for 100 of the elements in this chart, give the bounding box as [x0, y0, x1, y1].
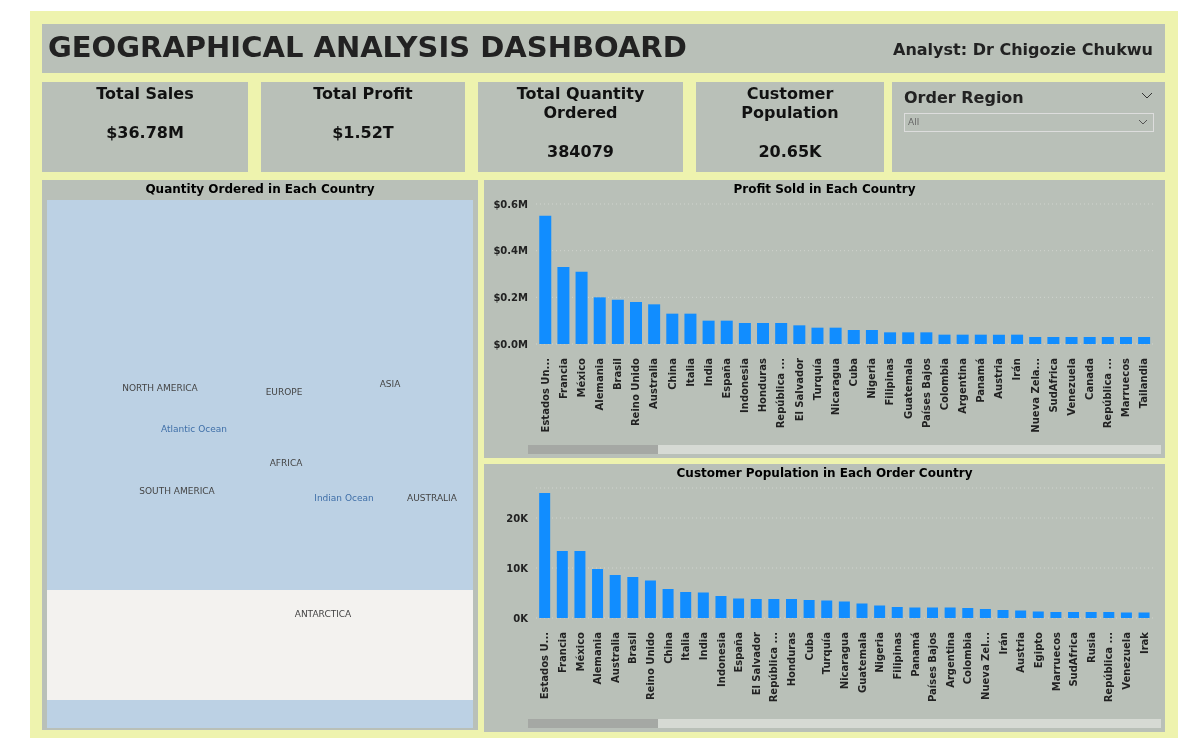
- x-tick-label: México: [575, 357, 587, 398]
- bar: [920, 332, 933, 344]
- x-tick-label: Guatemala: [902, 358, 914, 419]
- bar: [1120, 612, 1132, 618]
- bar: [648, 304, 661, 344]
- x-tick-label: Argentina: [956, 358, 968, 414]
- x-tick-label: Cuba: [803, 632, 815, 661]
- x-tick-label: Cuba: [848, 358, 860, 387]
- bar: [775, 323, 788, 344]
- x-tick-label: Australia: [648, 358, 660, 409]
- chart-title: Customer Population in Each Order Country: [675, 465, 974, 480]
- bar: [1101, 337, 1114, 344]
- x-tick-label: Egipto: [1032, 631, 1044, 669]
- y-tick-label: $0.2M: [493, 291, 529, 303]
- bar: [997, 610, 1009, 618]
- bar: [757, 323, 770, 344]
- x-tick-label: India: [697, 632, 709, 661]
- bar: [891, 607, 903, 618]
- x-tick-label: India: [702, 358, 714, 387]
- x-tick-label: Colombia: [962, 632, 974, 685]
- x-tick-label: Italia: [684, 358, 696, 387]
- x-tick-label: República ...: [1103, 632, 1115, 703]
- bar: [902, 332, 915, 344]
- bar: [702, 320, 715, 344]
- x-tick-label: México: [574, 631, 586, 672]
- x-tick-label: Nueva Zela...: [1029, 358, 1041, 433]
- x-tick-label: Irán: [1011, 358, 1023, 381]
- bar: [593, 297, 606, 344]
- text: Total Sales: [95, 83, 195, 103]
- x-tick-label: Irán: [997, 632, 1009, 655]
- x-tick-label: Alemania: [594, 358, 606, 411]
- x-tick-label: Austria: [993, 358, 1005, 399]
- x-tick-label: Países Bajos: [920, 357, 932, 429]
- y-tick-label: $0.0M: [493, 338, 529, 350]
- bar: [838, 601, 850, 618]
- bar: [1065, 337, 1078, 344]
- bar: [609, 575, 621, 618]
- x-tick-label: Italia: [680, 632, 692, 661]
- x-tick-label: España: [733, 632, 745, 673]
- x-tick-label: República ...: [768, 632, 780, 703]
- bar: [539, 215, 552, 344]
- x-tick-label: Irak: [1138, 631, 1150, 655]
- bar: [1050, 612, 1062, 618]
- bar: [1138, 612, 1150, 618]
- x-tick-label: Canada: [1083, 358, 1095, 400]
- bar: [750, 599, 762, 618]
- x-tick-label: Argentina: [944, 632, 956, 688]
- bar: [847, 330, 860, 344]
- x-tick-label: España: [721, 358, 733, 399]
- x-tick-label: El Salvador: [750, 631, 762, 696]
- x-tick-label: Rusia: [1085, 632, 1097, 663]
- text: Customer Population: [740, 83, 840, 122]
- bar: [627, 577, 639, 618]
- x-tick-label: Panamá: [909, 632, 921, 677]
- bar: [575, 271, 588, 344]
- text: Total Quantity Ordered: [515, 83, 646, 122]
- bar: [768, 599, 780, 618]
- x-tick-label: Brasil: [627, 632, 639, 665]
- bar: [662, 589, 674, 618]
- x-tick-label: Turquía: [811, 358, 823, 401]
- bar: [974, 334, 987, 344]
- bar: [680, 592, 692, 618]
- x-tick-label: SudAfrica: [1047, 358, 1059, 413]
- x-tick-label: Indonesia: [739, 358, 751, 413]
- text: EUROPE: [264, 387, 304, 397]
- bar: [574, 551, 586, 618]
- bar: [927, 607, 938, 618]
- bar: [1068, 612, 1080, 618]
- x-tick-label: Marruecos: [1120, 357, 1132, 418]
- x-tick-label: República ...: [775, 358, 787, 429]
- x-tick-label: China: [662, 632, 674, 664]
- text: Atlantic Ocean: [160, 424, 228, 434]
- x-tick-label: Australia: [609, 632, 621, 683]
- bar: [684, 313, 697, 344]
- x-tick-label: China: [666, 358, 678, 390]
- x-tick-label: Nueva Zel...: [980, 632, 992, 700]
- bar: [884, 332, 897, 344]
- text: Analyst: Dr Chigozie Chukwu: [893, 40, 1153, 59]
- bar: [556, 551, 568, 618]
- bar: [938, 334, 951, 344]
- bar: [738, 323, 751, 344]
- bar: [1083, 337, 1096, 344]
- bar: [1011, 334, 1024, 344]
- x-tick-label: Filipinas: [891, 631, 903, 680]
- x-tick-label: Venezuela: [1065, 358, 1077, 416]
- bar: [1032, 611, 1044, 618]
- x-tick-label: Estados Un...: [539, 358, 551, 433]
- chart-title: Profit Sold in Each Country: [732, 181, 917, 196]
- bar: [944, 607, 956, 618]
- x-tick-label: Países Bajos: [927, 631, 939, 703]
- y-tick-label: $0.6M: [493, 198, 529, 210]
- bar: [811, 327, 824, 344]
- x-tick-label: Nicaragua: [829, 358, 841, 416]
- bar: [1085, 612, 1097, 618]
- dropdown: All: [904, 113, 1154, 132]
- x-tick-label: Turquía: [821, 632, 833, 675]
- x-tick-label: Nicaragua: [839, 632, 850, 690]
- bar: [956, 334, 969, 344]
- bar: [829, 327, 842, 344]
- text: AUSTRALIA: [406, 493, 458, 503]
